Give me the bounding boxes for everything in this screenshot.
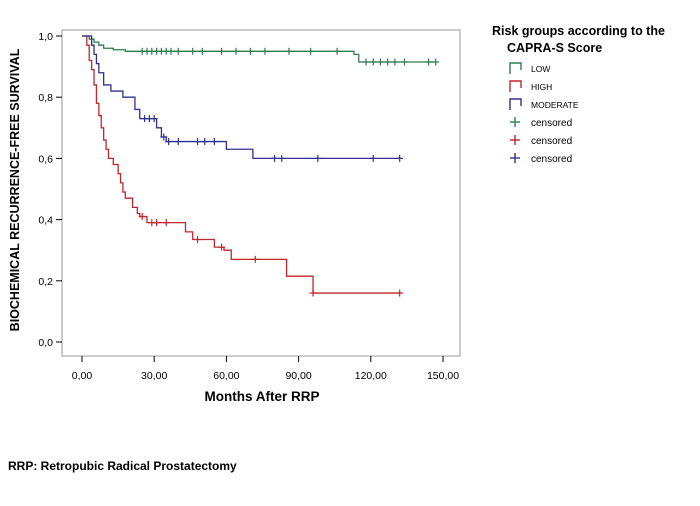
censored-mark-low <box>362 58 370 66</box>
censored-mark-moderate <box>150 115 158 123</box>
legend-entry-high: HIGH <box>509 80 552 92</box>
censored-mark-low <box>376 58 384 66</box>
censored-mark-low <box>369 58 377 66</box>
censored-mark-high <box>218 243 226 251</box>
y-tick-label: 1,0 <box>38 31 53 43</box>
y-tick-label: 0,6 <box>38 153 53 165</box>
censored-mark-low <box>232 47 240 55</box>
plot-frame <box>61 29 461 357</box>
censored-mark-low <box>167 47 175 55</box>
legend-title-line1: Risk groups according to the <box>492 24 665 38</box>
legend-entry-censored: censored <box>510 153 572 165</box>
censored-mark-high <box>138 213 146 221</box>
censored-mark-moderate <box>201 138 209 146</box>
legend-label: LOW <box>531 64 550 74</box>
censored-mark-low <box>174 47 182 55</box>
censored-mark-moderate <box>165 138 173 146</box>
censored-mark-low <box>246 47 254 55</box>
censored-mark-low <box>307 47 315 55</box>
censored-mark-high <box>162 219 170 227</box>
legend-label: censored <box>531 154 572 165</box>
footnote: RRP: Retropubic Radical Prostatectomy <box>8 459 237 473</box>
x-tick-label: 120,00 <box>355 370 387 382</box>
censored-mark-moderate <box>271 154 279 162</box>
censored-mark-low <box>432 58 440 66</box>
censored-mark-low <box>189 47 197 55</box>
censored-mark-low <box>425 58 433 66</box>
censored-mark-moderate <box>194 138 202 146</box>
censored-mark-low <box>261 47 269 55</box>
y-tick-label: 0,4 <box>38 215 53 227</box>
axes: 0,00 30,00 60,00 90,00 120,00 150,00 0,0 0,2 0,4… <box>38 29 461 382</box>
x-tick-label: 0,00 <box>72 370 93 382</box>
series-high-line <box>82 35 400 294</box>
censored-mark-high <box>153 219 161 227</box>
censored-mark-moderate <box>160 133 168 141</box>
legend-label: censored <box>531 118 572 129</box>
y-axis-label: BIOCHEMICAL RECURRENCE-FREE SURVIVAL <box>8 48 22 331</box>
censored-mark-high <box>194 235 202 243</box>
series-low-line <box>82 35 436 63</box>
censored-mark-high <box>396 289 404 297</box>
censored-mark-moderate <box>369 154 377 162</box>
censored-mark-low <box>285 47 293 55</box>
censored-mark-moderate <box>174 138 182 146</box>
censored-mark-high <box>309 289 317 297</box>
censored-mark-moderate <box>278 154 286 162</box>
legend-label: HIGH <box>531 82 552 92</box>
censored-mark-moderate <box>210 138 218 146</box>
y-tick-label: 0,2 <box>38 276 53 288</box>
legend-entry-moderate: MODERATE <box>509 98 579 110</box>
legend-step-symbol <box>509 80 522 92</box>
legend: Risk groups according to the CAPRA-S Sco… <box>492 24 665 165</box>
y-tick-label: 0,0 <box>38 337 53 349</box>
legend-entry-low: LOW <box>509 62 550 74</box>
legend-step-symbol <box>509 98 522 110</box>
x-axis-label: Months After RRP <box>205 389 320 404</box>
legend-entry-censored: censored <box>510 117 572 129</box>
censored-mark-high <box>251 255 259 263</box>
x-tick-label: 60,00 <box>213 370 239 382</box>
censored-mark-low <box>391 58 399 66</box>
censored-mark-low <box>400 58 408 66</box>
censored-mark-low <box>333 47 341 55</box>
censored-mark-low <box>218 47 226 55</box>
legend-entry-censored: censored <box>510 135 572 147</box>
x-tick-label: 90,00 <box>285 370 311 382</box>
x-tick-label: 30,00 <box>141 370 167 382</box>
censored-mark-low <box>384 58 392 66</box>
plot-background <box>62 30 460 356</box>
legend-step-symbol <box>509 62 522 74</box>
censored-mark-moderate <box>396 154 404 162</box>
censored-mark-moderate <box>314 154 322 162</box>
y-tick-label: 0,8 <box>38 92 53 104</box>
legend-title-line2: CAPRA-S Score <box>507 41 602 55</box>
legend-label: MODERATE <box>531 100 579 110</box>
legend-label: censored <box>531 136 572 147</box>
x-tick-label: 150,00 <box>427 370 459 382</box>
censored-mark-low <box>198 47 206 55</box>
series-layer <box>82 35 440 297</box>
